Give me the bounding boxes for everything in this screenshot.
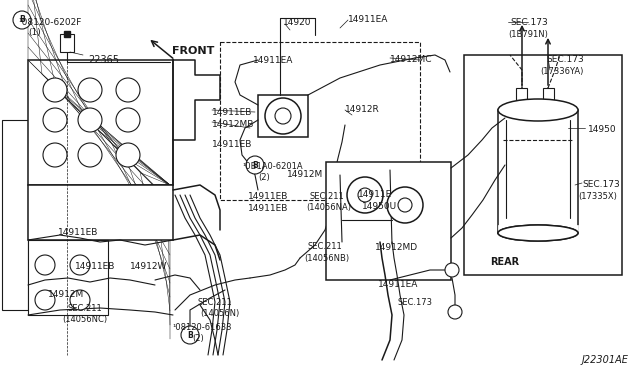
Text: FRONT: FRONT <box>172 46 214 56</box>
Text: 14911EB: 14911EB <box>212 140 252 149</box>
Text: 14911EA: 14911EA <box>253 56 293 65</box>
Circle shape <box>265 98 301 134</box>
Text: 14911E: 14911E <box>358 190 392 199</box>
Text: (14056NB): (14056NB) <box>304 254 349 263</box>
Circle shape <box>181 326 199 344</box>
Bar <box>28 240 108 315</box>
Text: 14920: 14920 <box>283 18 312 27</box>
Text: 14912MD: 14912MD <box>375 243 418 252</box>
Bar <box>2 120 28 310</box>
Circle shape <box>78 108 102 132</box>
Text: J22301AE: J22301AE <box>581 355 628 365</box>
Text: B: B <box>19 16 25 25</box>
Text: REAR: REAR <box>490 257 519 267</box>
Text: (17336YA): (17336YA) <box>540 67 584 76</box>
Text: 14912W: 14912W <box>130 262 168 271</box>
Text: 14912MB: 14912MB <box>212 120 254 129</box>
Text: 14912R: 14912R <box>345 105 380 114</box>
Circle shape <box>116 78 140 102</box>
Text: SEC.173: SEC.173 <box>398 298 433 307</box>
Text: 22365: 22365 <box>88 55 119 65</box>
Circle shape <box>116 108 140 132</box>
Bar <box>28 60 173 185</box>
Text: B: B <box>252 160 258 170</box>
Text: SEC.211: SEC.211 <box>310 192 345 201</box>
Bar <box>258 95 308 137</box>
Text: 14911EB: 14911EB <box>75 262 115 271</box>
Circle shape <box>78 78 102 102</box>
Text: (2): (2) <box>192 334 204 343</box>
Text: 14912M: 14912M <box>287 170 323 179</box>
Circle shape <box>246 156 264 174</box>
Ellipse shape <box>498 225 578 241</box>
Text: (1): (1) <box>28 28 41 37</box>
Text: 14912MC: 14912MC <box>390 55 433 64</box>
Bar <box>464 55 622 275</box>
Text: ¹08120-61633: ¹08120-61633 <box>172 323 232 332</box>
Circle shape <box>387 187 423 223</box>
Circle shape <box>43 78 67 102</box>
Text: (17335X): (17335X) <box>578 192 617 201</box>
Bar <box>516 88 527 100</box>
Circle shape <box>70 255 90 275</box>
Text: 14911EB: 14911EB <box>248 204 289 213</box>
Bar <box>326 162 451 280</box>
Text: SEC.173: SEC.173 <box>510 18 548 27</box>
Text: SEC.211: SEC.211 <box>68 304 103 313</box>
Text: 14912M: 14912M <box>48 290 84 299</box>
Circle shape <box>116 143 140 167</box>
Text: SEC.211: SEC.211 <box>198 298 233 307</box>
Circle shape <box>347 177 383 213</box>
Circle shape <box>448 305 462 319</box>
Text: 14950: 14950 <box>588 125 616 134</box>
Circle shape <box>35 290 55 310</box>
Text: ¹08120-6202F: ¹08120-6202F <box>18 18 81 27</box>
Text: (1B791N): (1B791N) <box>508 30 548 39</box>
Bar <box>543 88 554 100</box>
Circle shape <box>70 290 90 310</box>
Text: SEC.173: SEC.173 <box>582 180 620 189</box>
Text: 14950U: 14950U <box>362 202 397 211</box>
Text: 14911EB: 14911EB <box>248 192 289 201</box>
Circle shape <box>275 108 291 124</box>
Text: ¹0B1A0-6201A: ¹0B1A0-6201A <box>242 162 303 171</box>
Bar <box>498 225 578 238</box>
Text: (14056NC): (14056NC) <box>62 315 107 324</box>
Text: 14911EA: 14911EA <box>378 280 419 289</box>
Text: SEC.211: SEC.211 <box>308 242 343 251</box>
Text: (14056NA): (14056NA) <box>306 203 351 212</box>
Bar <box>60 34 74 52</box>
Circle shape <box>78 143 102 167</box>
Circle shape <box>13 11 31 29</box>
Text: (2): (2) <box>258 173 269 182</box>
Circle shape <box>43 143 67 167</box>
Ellipse shape <box>498 99 578 121</box>
Circle shape <box>445 263 459 277</box>
Text: SEC.173: SEC.173 <box>546 55 584 64</box>
Circle shape <box>43 108 67 132</box>
Text: B: B <box>187 330 193 340</box>
Bar <box>498 110 578 233</box>
Text: 14911EB: 14911EB <box>212 108 252 117</box>
Text: 14911EB: 14911EB <box>58 228 99 237</box>
Circle shape <box>35 255 55 275</box>
Circle shape <box>358 188 372 202</box>
Text: 14911EA: 14911EA <box>348 15 388 24</box>
Ellipse shape <box>498 225 578 241</box>
Bar <box>28 185 173 240</box>
Circle shape <box>398 198 412 212</box>
Text: (14056N): (14056N) <box>200 309 239 318</box>
